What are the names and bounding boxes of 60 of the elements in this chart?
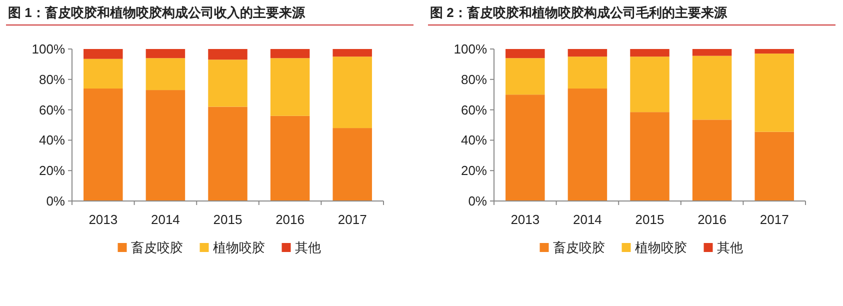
- y-tick-label: 80%: [460, 72, 487, 87]
- x-tick-label: 2016: [697, 212, 726, 227]
- legend-label: 其他: [716, 240, 742, 255]
- x-tick-label: 2015: [213, 212, 242, 227]
- bar: [754, 132, 794, 201]
- bar: [630, 49, 669, 57]
- bar: [692, 120, 732, 201]
- x-tick-label: 2014: [572, 212, 602, 227]
- bar: [208, 60, 248, 107]
- bar: [692, 49, 732, 56]
- y-tick-label: 40%: [460, 132, 487, 148]
- chart-title: 图 1：畜皮咬胶和植物咬胶构成公司收入的主要来源: [8, 5, 306, 20]
- y-tick-label: 80%: [38, 72, 66, 87]
- bar: [270, 116, 310, 201]
- bar: [146, 49, 186, 58]
- bar: [208, 49, 248, 60]
- bar: [146, 58, 186, 90]
- y-tick-label: 0%: [468, 194, 487, 208]
- x-tick-label: 2013: [510, 212, 540, 227]
- bar: [630, 56, 669, 112]
- y-tick-label: 20%: [460, 163, 487, 178]
- legend-label: 其他: [294, 240, 321, 255]
- bar: [270, 49, 310, 58]
- bar: [754, 54, 794, 132]
- x-tick-label: 2017: [338, 212, 367, 227]
- bar: [567, 88, 607, 201]
- bar: [84, 58, 123, 89]
- x-tick-label: 2014: [150, 212, 180, 227]
- bar: [146, 90, 186, 201]
- bar: [208, 106, 248, 201]
- bar: [505, 58, 544, 95]
- bar: [567, 56, 607, 89]
- y-tick-label: 60%: [460, 102, 487, 118]
- legend-label: 畜皮咬胶: [130, 240, 183, 255]
- bar: [754, 49, 794, 54]
- bar: [332, 56, 372, 128]
- y-tick-label: 40%: [38, 132, 66, 148]
- x-tick-label: 2016: [276, 212, 305, 227]
- chart-title: 图 2：畜皮咬胶和植物咬胶构成公司毛利的主要来源: [430, 5, 728, 20]
- legend-label: 畜皮咬胶: [552, 240, 604, 255]
- y-tick-label: 0%: [46, 194, 66, 208]
- y-tick-label: 20%: [38, 163, 66, 178]
- x-tick-label: 2013: [88, 212, 118, 227]
- bar: [630, 112, 669, 201]
- bar: [692, 56, 732, 120]
- bar: [84, 88, 123, 201]
- bar: [505, 94, 544, 201]
- bar: [332, 128, 372, 201]
- legend-label: 植物咬胶: [212, 240, 265, 255]
- bar: [505, 49, 544, 58]
- y-tick-label: 100%: [32, 42, 66, 56]
- x-tick-label: 2017: [759, 212, 788, 227]
- y-tick-label: 60%: [38, 102, 66, 118]
- bar: [84, 49, 123, 59]
- bar: [567, 49, 607, 57]
- bar: [332, 49, 372, 57]
- x-tick-label: 2015: [634, 212, 664, 227]
- y-tick-label: 100%: [453, 42, 487, 56]
- bar: [270, 58, 310, 116]
- legend-label: 植物咬胶: [634, 240, 686, 255]
